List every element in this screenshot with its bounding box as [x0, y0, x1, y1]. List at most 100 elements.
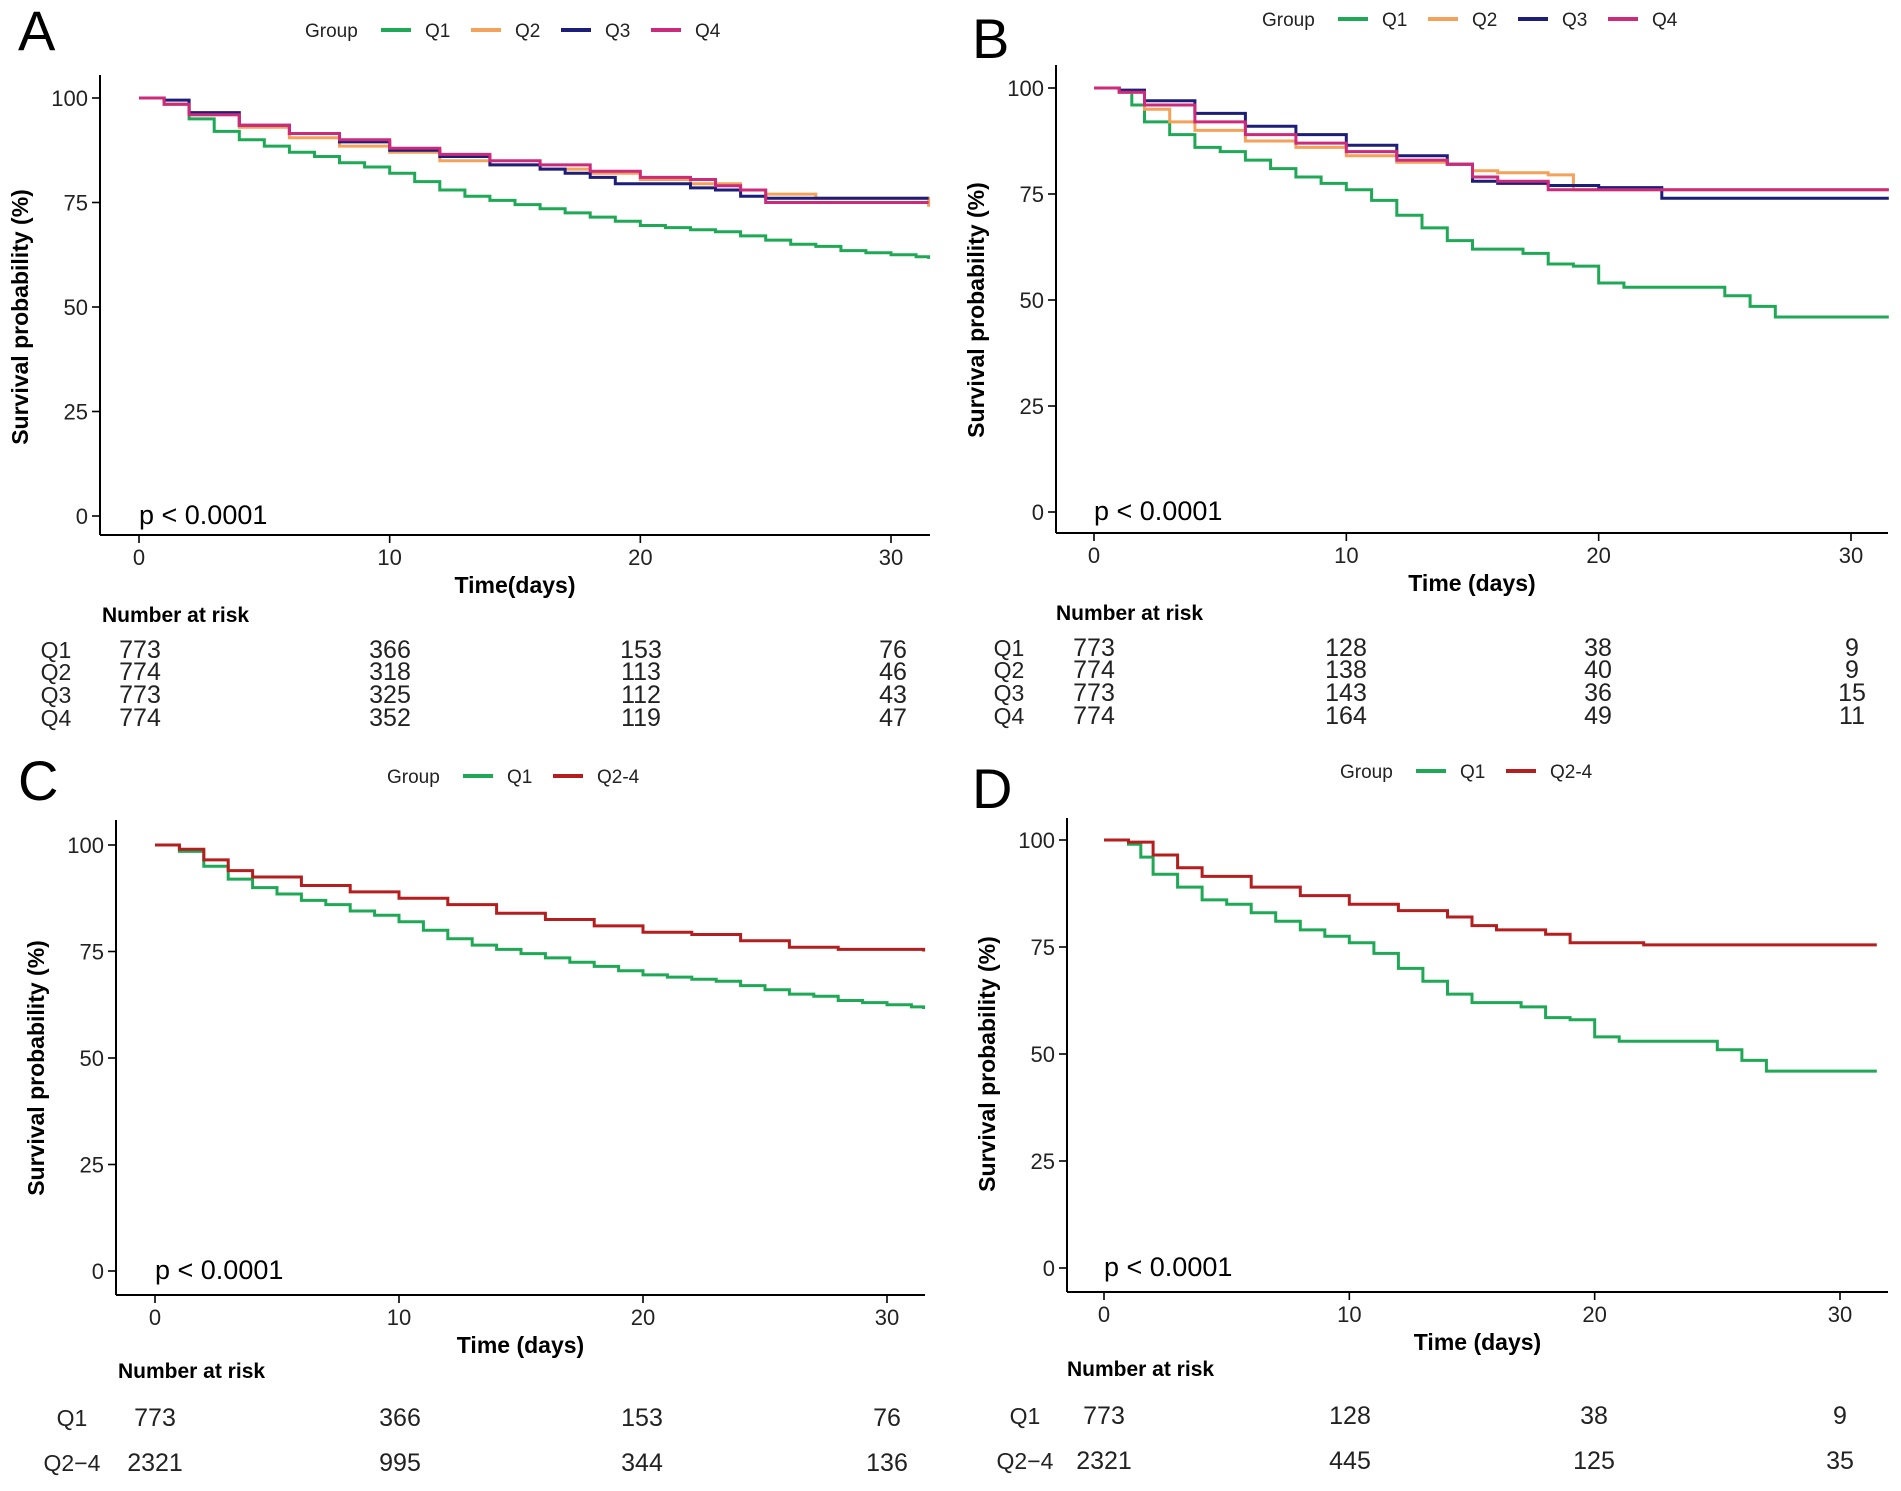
- x-tick-label: 30: [875, 1305, 899, 1330]
- risk-cell: 344: [621, 1449, 663, 1477]
- legend-title: Group: [387, 767, 440, 788]
- survival-curve-Q2-4: [155, 843, 926, 952]
- legend-label-Q3: Q3: [605, 21, 630, 42]
- risk-cell: 445: [1329, 1447, 1371, 1475]
- y-tick-label: 0: [1032, 500, 1044, 525]
- y-tick-label: 50: [1031, 1042, 1055, 1067]
- legend-label-Q1: Q1: [1382, 10, 1407, 31]
- y-tick-label: 50: [64, 295, 88, 320]
- risk-cell: 774: [119, 704, 161, 732]
- risk-cell: 164: [1325, 702, 1367, 730]
- risk-cell: 76: [873, 1404, 901, 1432]
- risk-row-label: Q1: [41, 637, 72, 663]
- risk-cell: 995: [379, 1449, 421, 1477]
- y-axis-title: Survival probability (%): [974, 936, 1000, 1192]
- risk-cell: 325: [369, 681, 411, 709]
- y-tick-label: 25: [1031, 1149, 1055, 1174]
- risk-cell: 119: [621, 704, 661, 732]
- survival-curve-Q1: [155, 843, 926, 1009]
- survival-curve-Q1: [1094, 86, 1889, 319]
- legend-label-Q3: Q3: [1562, 10, 1587, 31]
- risk-table: Number at risk Q1 773 128 38 9 Q2−4 2321 445 125 3…: [997, 1358, 1854, 1475]
- x-tick-label: 30: [1828, 1302, 1852, 1327]
- risk-cell: 15: [1838, 679, 1866, 707]
- risk-cell: 47: [879, 704, 907, 732]
- risk-cell: 318: [369, 658, 411, 686]
- risk-cell: 366: [379, 1404, 421, 1432]
- risk-row-label: Q3: [994, 680, 1025, 706]
- y-tick-label: 75: [1020, 182, 1044, 207]
- x-tick-label: 0: [133, 545, 145, 570]
- risk-cell: 773: [119, 636, 161, 664]
- risk-cell: 36: [1584, 679, 1612, 707]
- y-axis-title: Survival probability (%): [7, 189, 33, 445]
- x-axis-title: Time (days): [1408, 570, 1535, 596]
- risk-cell: 38: [1580, 1402, 1608, 1430]
- y-tick-label: 0: [76, 504, 88, 529]
- risk-cell: 113: [621, 658, 661, 686]
- survival-curve-Q1: [1104, 838, 1877, 1073]
- risk-cell: 76: [879, 636, 907, 664]
- risk-cell: 773: [1073, 679, 1115, 707]
- survival-curve-Q2: [139, 96, 931, 207]
- legend-title: Group: [305, 21, 358, 42]
- risk-cell: 2321: [127, 1449, 183, 1477]
- panel-label: B: [972, 7, 1009, 70]
- y-tick-label: 0: [1043, 1256, 1055, 1281]
- risk-cell: 773: [119, 681, 161, 709]
- x-tick-label: 10: [1337, 1302, 1361, 1327]
- risk-row-label: Q4: [994, 703, 1025, 729]
- risk-cell: 11: [1839, 702, 1865, 730]
- p-value: p < 0.0001: [139, 500, 267, 530]
- legend: Group Q1 Q2-4: [1340, 762, 1593, 783]
- legend-label-Q1: Q1: [1460, 762, 1485, 783]
- legend-label-Q1: Q1: [507, 767, 532, 788]
- legend: Group Q1 Q2 Q3 Q4: [305, 21, 721, 42]
- x-axis-title: Time (days): [457, 1332, 584, 1358]
- legend-label-Q2: Q2: [1472, 10, 1497, 31]
- risk-cell: 773: [1073, 634, 1115, 662]
- risk-cell: 138: [1325, 656, 1367, 684]
- risk-row-label: Q2: [994, 657, 1025, 683]
- risk-row-label: Q2−4: [44, 1450, 101, 1476]
- y-tick-label: 50: [1020, 288, 1044, 313]
- risk-table: Number at risk Q1 773 366 153 76 Q2 774 318 113 46…: [41, 604, 907, 732]
- y-tick-label: 75: [80, 940, 104, 965]
- risk-row-label: Q1: [57, 1405, 88, 1431]
- risk-cell: 352: [369, 704, 411, 732]
- x-axis-title: Time(days): [454, 572, 575, 598]
- x-tick-label: 30: [1839, 543, 1863, 568]
- risk-table-title: Number at risk: [1067, 1358, 1214, 1381]
- survival-curve-Q1: [139, 96, 931, 259]
- y-tick-label: 100: [51, 86, 88, 111]
- risk-cell: 366: [369, 636, 411, 664]
- risk-cell: 9: [1845, 634, 1859, 662]
- risk-row-label: Q2: [41, 659, 72, 685]
- y-tick-label: 100: [1007, 76, 1044, 101]
- y-tick-label: 50: [80, 1046, 104, 1071]
- panel-D: D Group Q1 Q2-4 0 25 50 75 100 0 10 20 30 Time (days)…: [972, 757, 1888, 1475]
- risk-cell: 128: [1325, 634, 1367, 662]
- risk-cell: 9: [1845, 656, 1859, 684]
- legend-label-Q2-4: Q2-4: [597, 767, 640, 788]
- survival-curve-Q2: [1094, 86, 1889, 192]
- legend-label-Q2-4: Q2-4: [1550, 762, 1593, 783]
- survival-curve-Q4: [139, 96, 929, 204]
- y-tick-label: 0: [92, 1259, 104, 1284]
- panel-label: A: [18, 0, 56, 62]
- y-tick-label: 75: [1031, 935, 1055, 960]
- risk-cell: 153: [621, 1404, 663, 1432]
- survival-curve-Q2-4: [1104, 838, 1877, 947]
- risk-cell: 43: [879, 681, 907, 709]
- risk-table-title: Number at risk: [1056, 602, 1203, 625]
- y-tick-label: 25: [1020, 394, 1044, 419]
- p-value: p < 0.0001: [155, 1255, 283, 1285]
- survival-curve-Q3: [139, 96, 929, 200]
- risk-cell: 153: [620, 636, 662, 664]
- survival-curve-Q3: [1094, 86, 1889, 200]
- panel-C: C Group Q1 Q2-4 0 25 50 75 100 0 10 20 30 Time (days)…: [18, 749, 926, 1477]
- y-tick-label: 25: [64, 400, 88, 425]
